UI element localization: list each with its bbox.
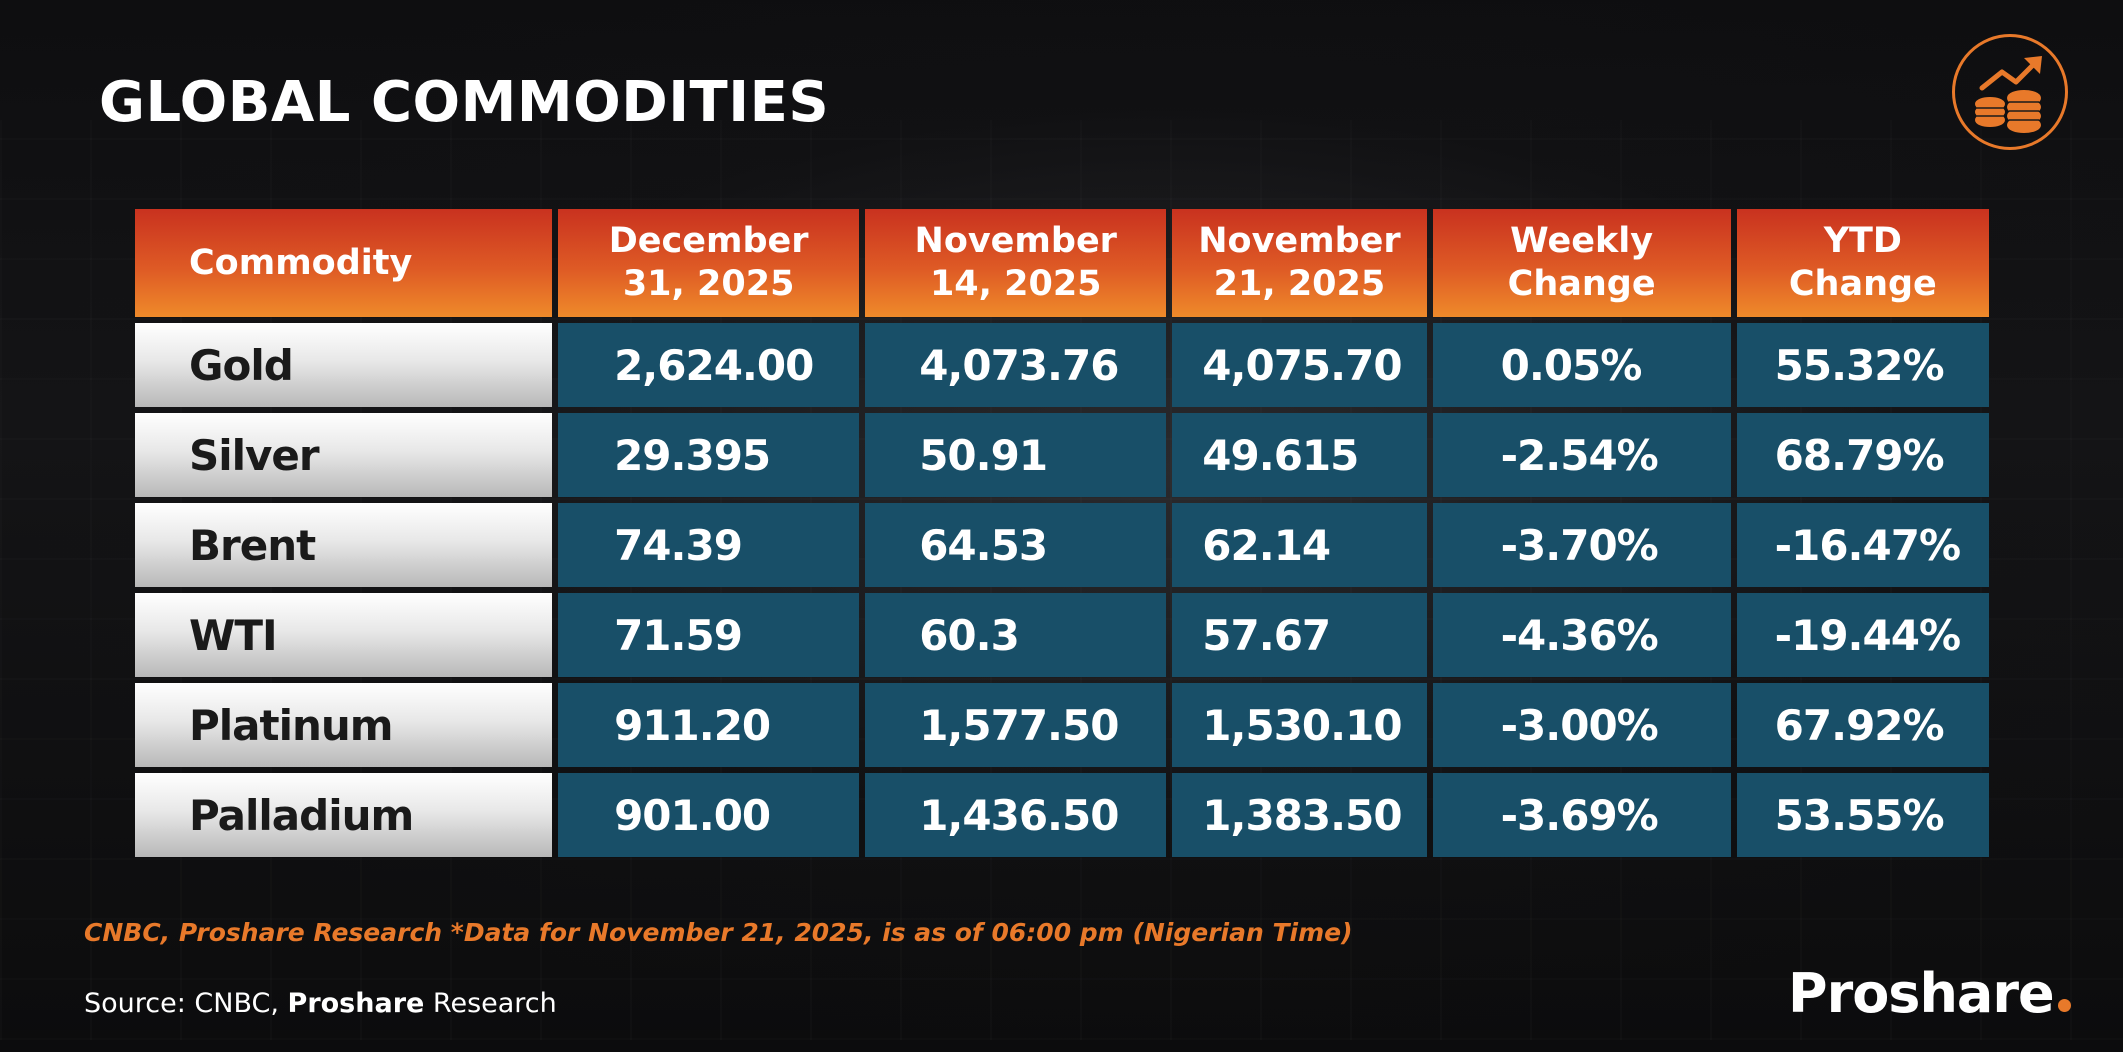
column-header-nov21: November 21, 2025 <box>1172 209 1427 317</box>
value-weekly-change: -3.00% <box>1432 683 1731 767</box>
table-row: Palladium 901.00 1,436.50 1,383.50 -3.69… <box>135 773 1989 857</box>
value-dec31: 74.39 <box>558 503 860 587</box>
value-nov14: 4,073.76 <box>865 323 1167 407</box>
value-ytd-change: 55.32% <box>1736 323 1989 407</box>
table-header-row: Commodity December 31, 2025 November 14, 2… <box>135 209 1989 317</box>
column-header-dec31: December 31, 2025 <box>558 209 860 317</box>
commodity-name: Platinum <box>135 683 553 767</box>
commodity-name: Brent <box>135 503 553 587</box>
value-ytd-change: -19.44% <box>1736 593 1989 677</box>
column-header-weekly-change: Weekly Change <box>1432 209 1731 317</box>
value-dec31: 71.59 <box>558 593 860 677</box>
value-ytd-change: -16.47% <box>1736 503 1989 587</box>
value-nov21: 1,530.10 <box>1172 683 1427 767</box>
value-weekly-change: 0.05% <box>1432 323 1731 407</box>
value-weekly-change: -4.36% <box>1432 593 1731 677</box>
commodities-table: Commodity December 31, 2025 November 14, 2… <box>129 203 1995 863</box>
column-header-ytd-change: YTD Change <box>1736 209 1989 317</box>
value-weekly-change: -3.69% <box>1432 773 1731 857</box>
brand-dot <box>2057 999 2071 1012</box>
value-nov14: 64.53 <box>865 503 1167 587</box>
value-nov21: 57.67 <box>1172 593 1427 677</box>
table-row: WTI 71.59 60.3 57.67 -4.36% -19.44% <box>135 593 1989 677</box>
source-suffix: Research <box>424 988 557 1019</box>
value-ytd-change: 67.92% <box>1736 683 1989 767</box>
value-dec31: 29.395 <box>558 413 860 497</box>
value-weekly-change: -2.54% <box>1432 413 1731 497</box>
source-prefix: Source: CNBC, <box>84 988 288 1019</box>
table-row: Brent 74.39 64.53 62.14 -3.70% -16.47% <box>135 503 1989 587</box>
page-title: GLOBAL COMMODITIES <box>99 70 830 135</box>
commodity-name: Palladium <box>135 773 553 857</box>
commodity-name: WTI <box>135 593 553 677</box>
commodity-name: Gold <box>135 323 553 407</box>
coins-chart-glyph <box>1975 56 2042 133</box>
value-ytd-change: 53.55% <box>1736 773 1989 857</box>
brand-logo: Proshare <box>1788 962 2071 1025</box>
table-row: Gold 2,624.00 4,073.76 4,075.70 0.05% 55… <box>135 323 1989 407</box>
column-header-commodity: Commodity <box>135 209 553 317</box>
source-line: Source: CNBC, Proshare Research <box>84 988 557 1019</box>
value-nov14: 1,577.50 <box>865 683 1167 767</box>
value-dec31: 2,624.00 <box>558 323 860 407</box>
data-note: CNBC, Proshare Research *Data for Novemb… <box>84 918 1353 947</box>
table-row: Platinum 911.20 1,577.50 1,530.10 -3.00%… <box>135 683 1989 767</box>
value-nov21: 4,075.70 <box>1172 323 1427 407</box>
source-brand: Proshare <box>287 988 425 1019</box>
value-nov14: 60.3 <box>865 593 1167 677</box>
value-dec31: 911.20 <box>558 683 860 767</box>
column-header-nov14: November 14, 2025 <box>865 209 1167 317</box>
value-dec31: 901.00 <box>558 773 860 857</box>
value-nov21: 1,383.50 <box>1172 773 1427 857</box>
value-nov21: 49.615 <box>1172 413 1427 497</box>
coins-chart-icon <box>1952 34 2068 150</box>
brand-wordmark: Proshare <box>1788 962 2055 1025</box>
value-nov14: 1,436.50 <box>865 773 1167 857</box>
value-ytd-change: 68.79% <box>1736 413 1989 497</box>
value-nov21: 62.14 <box>1172 503 1427 587</box>
commodity-name: Silver <box>135 413 553 497</box>
value-weekly-change: -3.70% <box>1432 503 1731 587</box>
value-nov14: 50.91 <box>865 413 1167 497</box>
table-row: Silver 29.395 50.91 49.615 -2.54% 68.79% <box>135 413 1989 497</box>
